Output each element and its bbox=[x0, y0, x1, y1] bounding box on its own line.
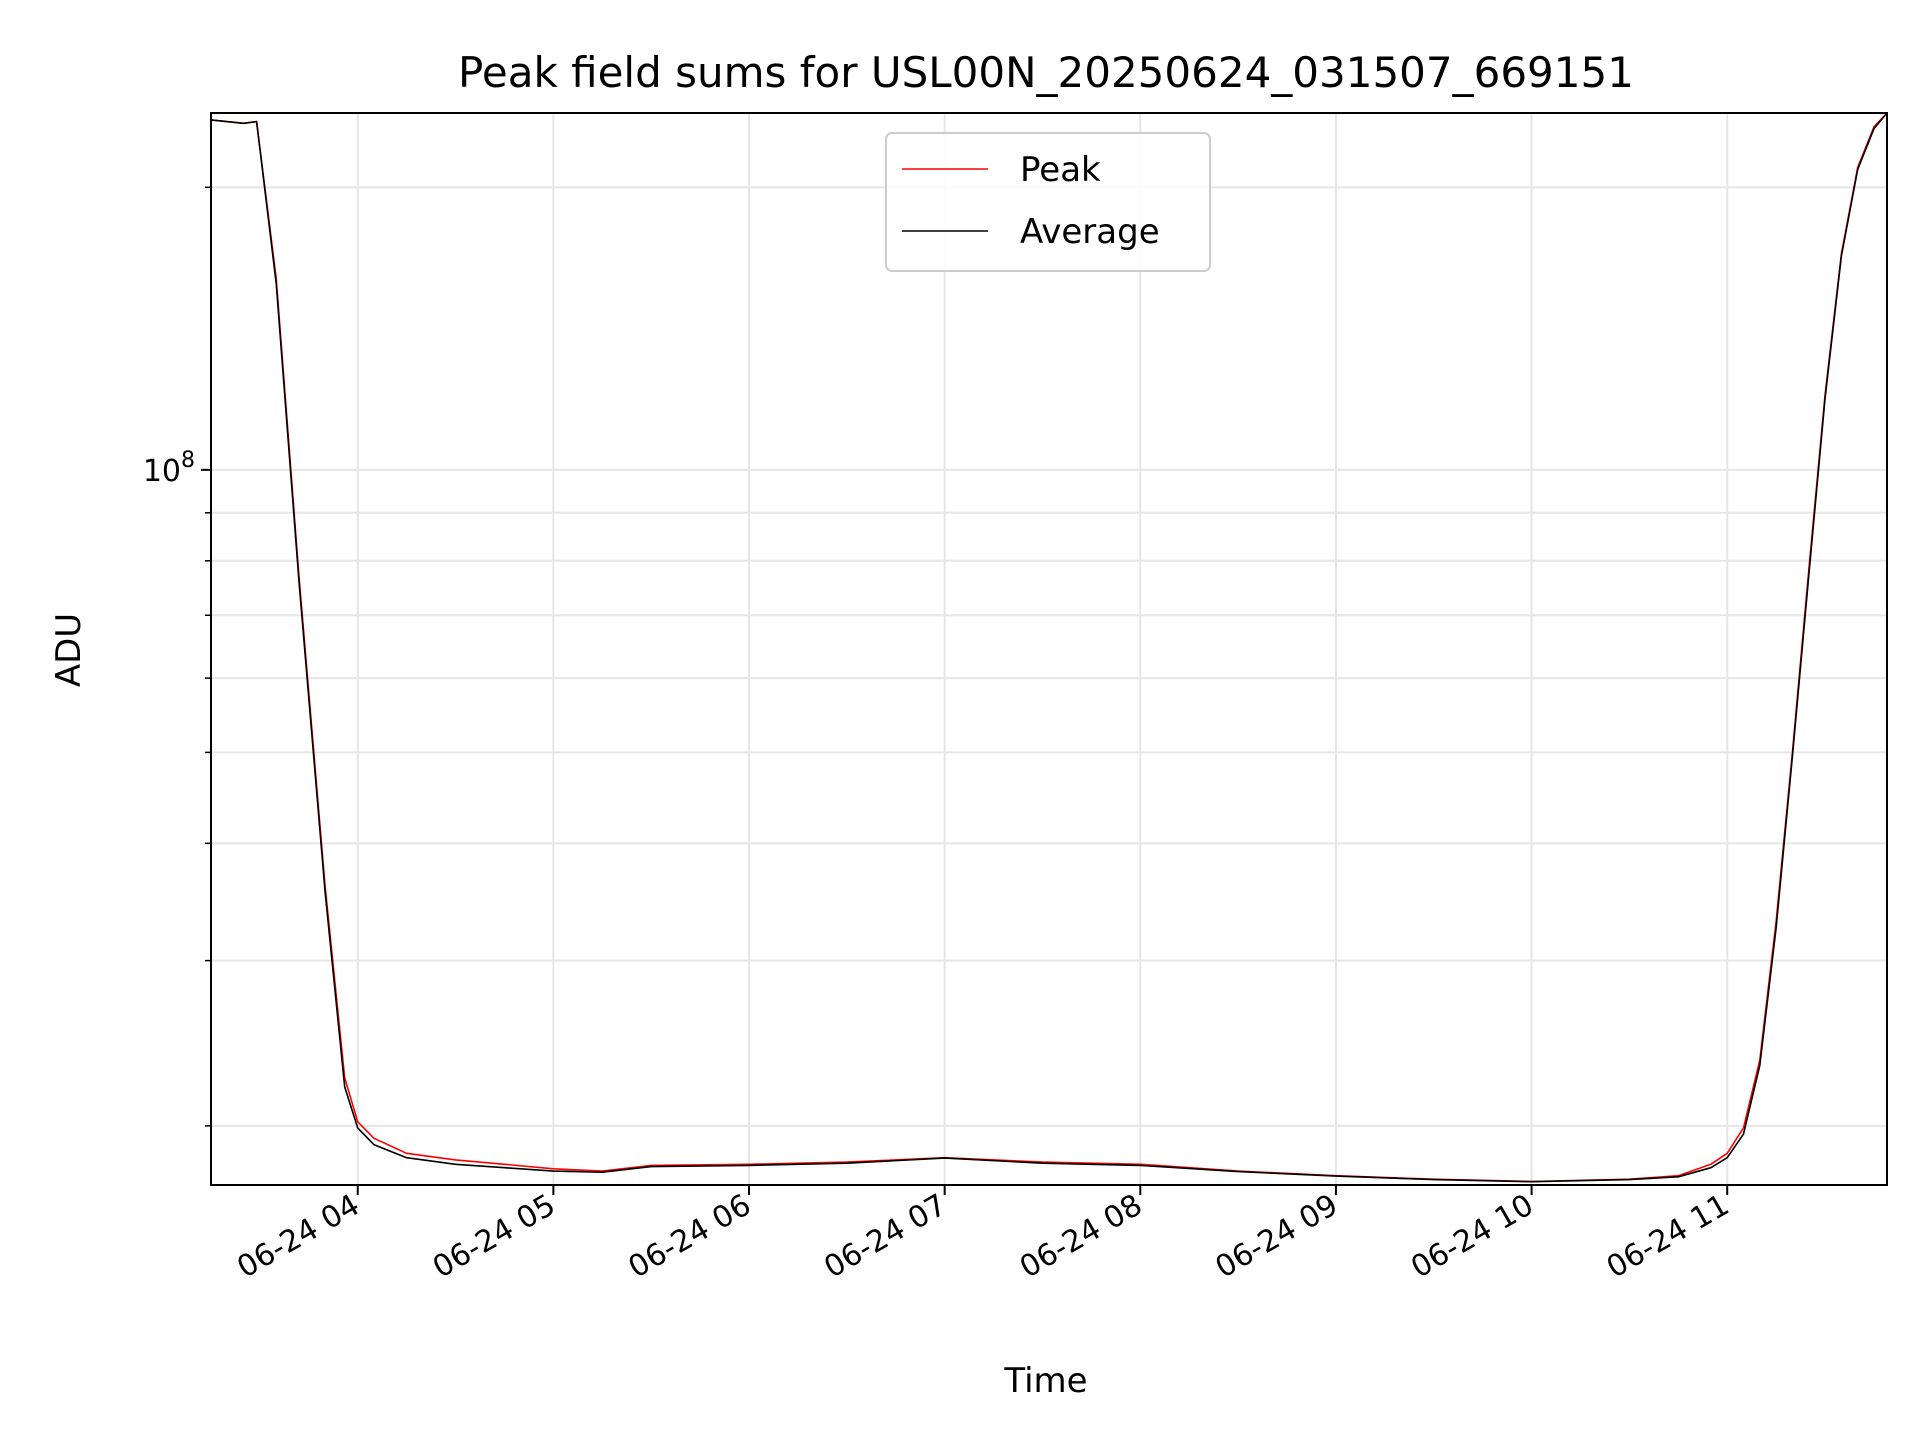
y-tick-label-exponent: 8 bbox=[181, 448, 195, 473]
series-layer bbox=[210, 112, 1888, 1183]
y-axis-label: ADU bbox=[49, 613, 89, 687]
grid bbox=[211, 113, 1887, 1185]
legend: Peak Average bbox=[885, 132, 1211, 272]
x-axis-label: Time bbox=[1003, 1361, 1087, 1401]
legend-label-average: Average bbox=[1020, 212, 1160, 252]
legend-box bbox=[885, 132, 1211, 272]
chart-title: Peak field sums for USL00N_20250624_0315… bbox=[458, 48, 1634, 97]
y-tick-label: 108 bbox=[143, 448, 195, 489]
y-tick-label-base: 10 bbox=[143, 454, 181, 489]
series-line-average bbox=[210, 112, 1888, 1183]
plot-frame bbox=[210, 112, 1888, 1186]
legend-label-peak: Peak bbox=[1020, 150, 1101, 190]
